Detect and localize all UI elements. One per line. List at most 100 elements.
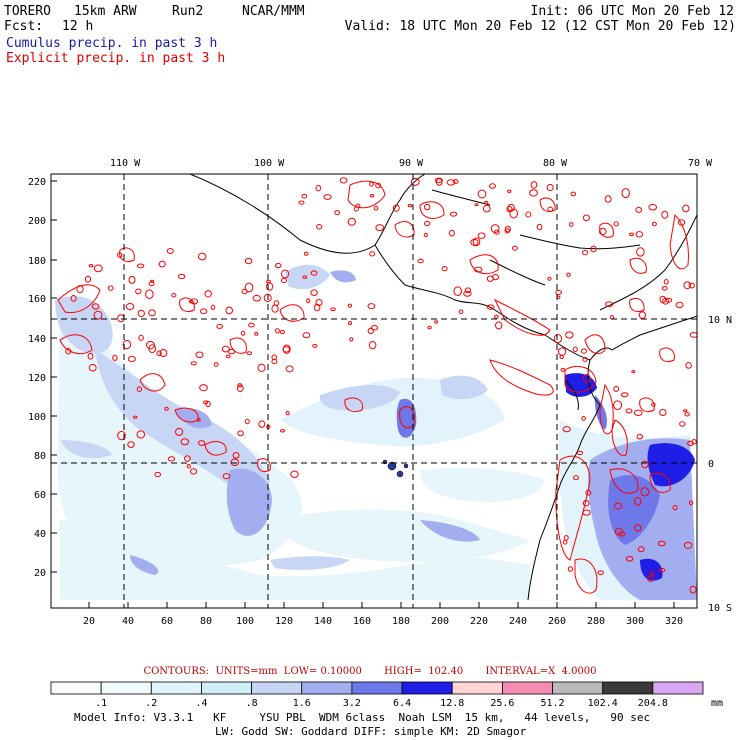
precip-speckle	[536, 223, 543, 231]
explicit-precip-speckles	[65, 177, 697, 594]
colorbar-swatch	[652, 681, 704, 695]
precip-speckle	[621, 188, 630, 199]
precip-speckle	[355, 203, 361, 209]
precip-speckle	[330, 307, 336, 312]
precip-speckle	[370, 325, 379, 331]
precip-speckle	[641, 460, 649, 469]
precip-speckle	[605, 301, 614, 308]
coastlines	[189, 174, 697, 601]
precip-speckle	[190, 468, 198, 475]
precip-speckle	[472, 237, 481, 247]
precip-speckle	[148, 281, 155, 287]
precip-speckle	[154, 471, 162, 478]
precip-speckle	[156, 350, 162, 357]
precip-speckle	[275, 328, 280, 334]
colorbar-swatch	[401, 681, 453, 695]
precip-speckle	[590, 245, 597, 253]
precip-speckle	[125, 303, 135, 310]
precip-speckle	[659, 409, 667, 416]
precip-speckle	[448, 229, 455, 237]
precip-speckle	[240, 330, 246, 336]
precip-speckle	[279, 330, 286, 334]
precip-speckle	[237, 430, 244, 437]
precip-speckle	[657, 540, 666, 547]
precip-speckle	[417, 258, 424, 264]
precip-speckle	[367, 303, 376, 310]
colorbar-swatch	[150, 681, 202, 695]
precip-speckle	[136, 386, 142, 393]
precip-speckle	[334, 210, 341, 216]
x-tick: 40	[122, 616, 134, 627]
precip-speckle	[316, 224, 323, 230]
precip-speckle	[246, 351, 253, 356]
precip-speckle	[273, 300, 280, 306]
precip-speckle	[687, 440, 694, 447]
y-tick: 200	[28, 216, 46, 227]
precip-speckle	[597, 570, 604, 575]
precip-speckle	[198, 440, 206, 446]
precip-speckle	[609, 315, 615, 320]
x-tick: 80	[200, 616, 212, 627]
precip-speckle	[369, 251, 376, 257]
precip-speckle	[199, 308, 208, 315]
precip-speckle	[348, 321, 352, 326]
x-tick: 220	[470, 616, 488, 627]
lon-label: 90 W	[399, 158, 424, 169]
precip-speckle	[685, 362, 692, 369]
lon-label: 70 W	[688, 158, 713, 169]
x-tick: 140	[314, 616, 332, 627]
precip-speckle	[484, 200, 489, 205]
y-tick: 120	[28, 373, 46, 384]
precip-speckle	[248, 322, 255, 328]
precip-speckle	[582, 499, 590, 507]
precip-speckle	[127, 441, 135, 448]
precip-speckle	[449, 211, 458, 217]
precip-speckle	[424, 221, 431, 226]
precip-speckle	[423, 232, 428, 238]
precip-speckle	[407, 204, 413, 208]
precip-speckle	[186, 463, 191, 469]
y-tick-marks	[51, 180, 57, 573]
precip-speckle	[604, 195, 612, 203]
precip-speckle	[613, 502, 623, 510]
precip-speckle	[651, 221, 657, 227]
precip-speckle	[651, 402, 656, 407]
precip-speckle	[636, 433, 643, 440]
y-tick: 40	[34, 529, 46, 540]
precip-speckle	[683, 281, 692, 290]
precip-speckle	[281, 269, 290, 279]
precip-speckle	[149, 279, 155, 283]
y-tick: 140	[28, 334, 46, 345]
precip-speckle	[613, 386, 620, 392]
model-name: TORERO	[4, 4, 51, 19]
precip-speckle	[659, 295, 667, 304]
precip-speckle	[625, 408, 633, 414]
colorbar-label: 3.2	[343, 698, 361, 709]
colorbar-swatch	[552, 681, 604, 695]
precip-speckle	[507, 189, 512, 194]
colorbar-swatch	[451, 681, 503, 695]
precip-speckle	[661, 286, 668, 291]
precip-speckle	[148, 309, 156, 317]
precip-speckle	[688, 282, 695, 289]
precip-speckle	[87, 353, 94, 360]
precip-speckle	[658, 568, 666, 573]
precip-speckle	[290, 470, 299, 478]
precip-speckle	[159, 349, 168, 357]
colorbar-label: 25.6	[490, 698, 514, 709]
colorbar-label: 204.8	[638, 698, 668, 709]
precip-speckle	[547, 206, 554, 212]
precip-speckle	[675, 301, 684, 309]
y-tick: 100	[28, 412, 46, 423]
precip-speckle	[689, 332, 697, 338]
x-tick: 320	[665, 616, 683, 627]
precip-speckle	[241, 288, 248, 295]
precip-speckle	[312, 343, 318, 348]
precip-speckle	[117, 430, 126, 441]
precip-speckle	[65, 347, 72, 355]
precip-speckle	[647, 575, 655, 582]
precip-speckle	[570, 191, 577, 197]
precip-speckle	[678, 219, 686, 226]
precip-speckle	[486, 275, 494, 282]
map-frame	[50, 173, 698, 609]
